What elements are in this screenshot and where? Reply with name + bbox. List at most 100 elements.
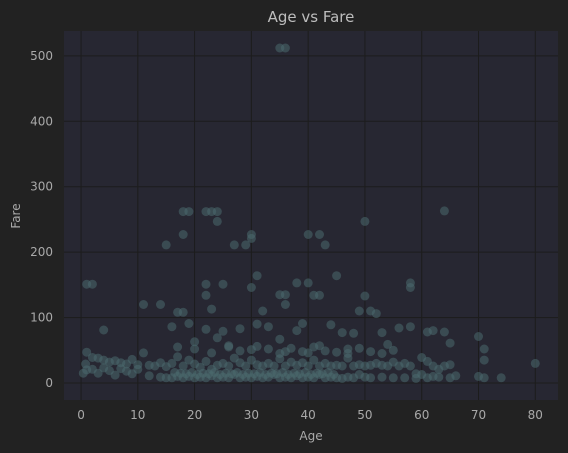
- scatter-point: [366, 373, 376, 383]
- scatter-point: [320, 346, 330, 356]
- scatter-point: [383, 339, 393, 349]
- scatter-point: [263, 322, 273, 332]
- scatter-point: [360, 291, 370, 301]
- x-tick-label: 70: [471, 408, 486, 422]
- chart-title: Age vs Fare: [268, 8, 355, 26]
- scatter-point: [263, 344, 273, 354]
- scatter-point: [218, 279, 228, 289]
- y-tick-label: 400: [30, 114, 53, 128]
- x-tick-label: 40: [301, 408, 316, 422]
- scatter-point: [173, 352, 183, 362]
- scatter-point: [315, 230, 324, 239]
- scatter-point: [190, 344, 200, 354]
- y-tick-label: 0: [45, 376, 53, 390]
- scatter-point: [360, 216, 370, 226]
- x-tick-label: 20: [187, 408, 202, 422]
- y-tick-label: 200: [30, 245, 53, 259]
- scatter-point: [303, 278, 313, 288]
- scatter-point: [332, 347, 342, 357]
- scatter-point: [377, 328, 387, 338]
- scatter-point: [298, 347, 307, 357]
- scatter-point: [161, 240, 171, 250]
- scatter-point: [201, 290, 211, 300]
- scatter-point: [275, 349, 285, 358]
- scatter-point: [184, 207, 194, 217]
- scatter-point: [275, 334, 285, 344]
- scatter-point: [173, 307, 183, 317]
- scatter-point: [173, 342, 183, 352]
- scatter-point: [320, 240, 330, 250]
- scatter-point: [167, 322, 177, 332]
- scatter-point: [139, 348, 148, 358]
- scatter-point: [212, 207, 222, 217]
- scatter-point: [354, 343, 364, 353]
- scatter-point: [354, 306, 364, 316]
- y-tick-label: 500: [30, 49, 53, 63]
- scatter-point: [439, 206, 449, 216]
- scatter-point: [388, 373, 398, 383]
- scatter-point: [246, 233, 256, 243]
- scatter-point: [337, 328, 347, 338]
- scatter-point: [139, 300, 148, 309]
- y-tick-label: 300: [30, 180, 53, 194]
- scatter-point: [326, 320, 336, 330]
- scatter-point: [229, 240, 239, 250]
- scatter-point: [405, 322, 415, 332]
- scatter-point: [434, 372, 444, 382]
- scatter-point: [235, 324, 245, 334]
- scatter-point: [275, 290, 285, 300]
- scatter-point: [315, 290, 324, 300]
- y-tick-label: 100: [30, 311, 53, 325]
- x-axis-ticks: 0 10 20 30 40 50 60 70 80: [77, 408, 543, 422]
- x-tick-label: 60: [414, 408, 429, 422]
- scatter-point: [167, 358, 177, 368]
- scatter-point: [144, 371, 154, 381]
- scatter-point: [309, 342, 319, 352]
- scatter-point: [479, 373, 489, 383]
- scatter-point: [93, 368, 103, 378]
- scatter-point: [87, 279, 97, 289]
- scatter-point: [286, 343, 296, 353]
- scatter-point: [496, 373, 506, 383]
- scatter-point: [218, 326, 228, 336]
- data-points: [78, 43, 540, 383]
- scatter-point: [241, 240, 251, 250]
- scatter-point: [184, 319, 194, 328]
- x-axis-label: Age: [299, 429, 322, 443]
- scatter-point: [252, 271, 262, 281]
- x-tick-label: 30: [244, 408, 259, 422]
- scatter-point: [388, 345, 398, 355]
- scatter-point: [258, 306, 268, 316]
- scatter-point: [133, 364, 143, 374]
- scatter-point: [178, 230, 188, 239]
- y-axis-ticks: 0 100 200 300 400 500: [30, 49, 53, 390]
- scatter-point: [309, 355, 319, 365]
- scatter-point: [212, 216, 222, 226]
- scatter-point: [428, 326, 438, 336]
- scatter-point: [298, 319, 307, 328]
- scatter-point: [445, 338, 455, 348]
- scatter-point: [400, 373, 410, 383]
- scatter-point: [332, 271, 342, 281]
- scatter-point: [405, 361, 415, 371]
- scatter-point: [156, 300, 165, 309]
- scatter-point: [224, 361, 234, 371]
- scatter-point: [366, 347, 376, 357]
- scatter-point: [343, 349, 353, 358]
- scatter-point: [201, 324, 211, 334]
- scatter-point: [82, 347, 92, 357]
- scatter-point: [405, 283, 415, 292]
- scatter-point: [127, 354, 137, 364]
- scatter-point: [252, 341, 262, 351]
- scatter-point: [269, 361, 279, 371]
- scatter-point: [377, 372, 387, 382]
- scatter-point: [479, 344, 489, 354]
- scatter-point: [530, 358, 540, 368]
- scatter-point: [292, 278, 302, 288]
- scatter-point: [252, 319, 262, 329]
- scatter-point: [445, 360, 455, 370]
- scatter-point: [241, 361, 251, 371]
- scatter-point: [371, 309, 381, 319]
- scatter-point: [201, 356, 211, 366]
